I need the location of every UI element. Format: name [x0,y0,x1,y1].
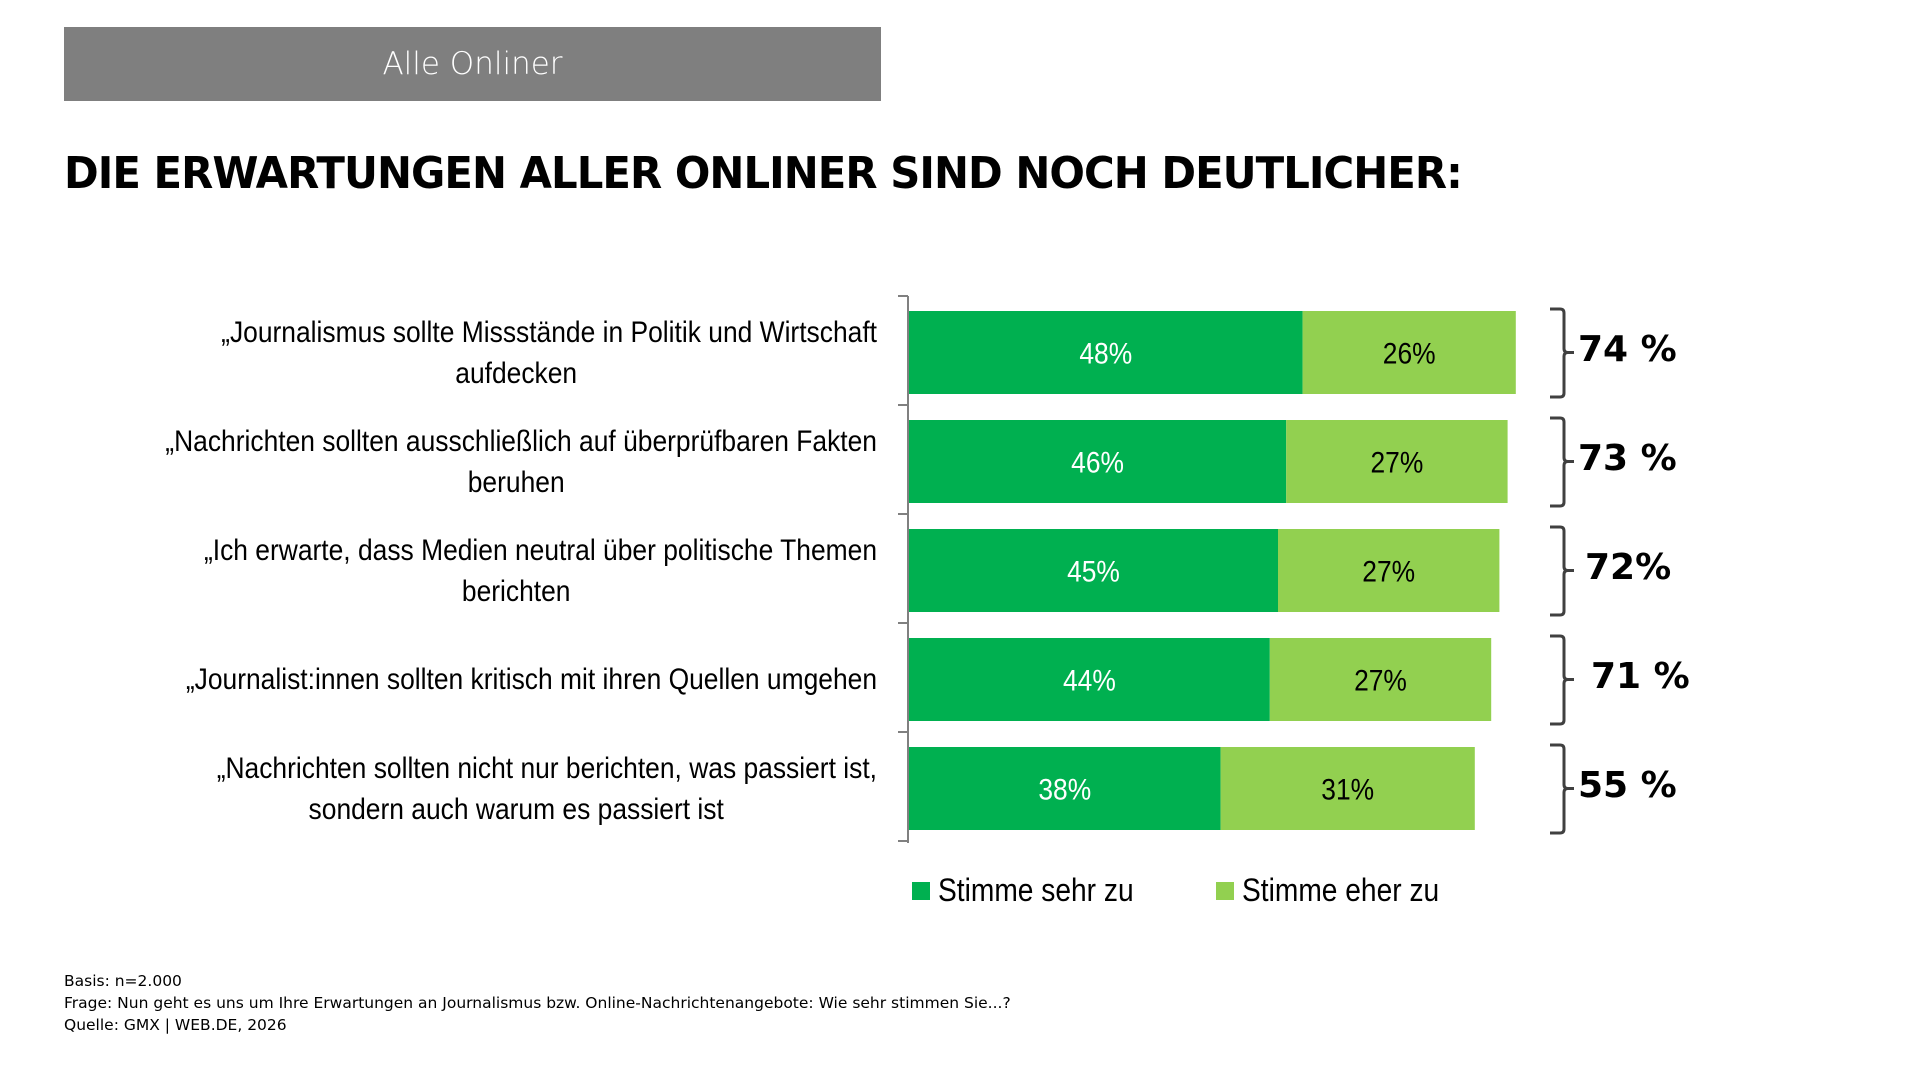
footnote-frage: Frage: Nun geht es uns um Ihre Erwartung… [64,994,1011,1012]
bar-stimme-eher-zu [1302,311,1516,394]
bar-stimme-eher-zu [1220,747,1475,830]
legend-swatch-stimme-sehr-zu [912,881,930,900]
bar-stimme-eher-zu [1278,529,1500,612]
data-label: 31% [1321,772,1374,806]
bar-stimme-sehr-zu [909,311,1303,394]
bar-stimme-eher-zu [1269,638,1492,721]
category-label: „Journalismus sollte Missstände in Polit… [155,312,877,394]
total-label: 73 % [1578,437,1677,479]
category-label-line: „Journalist:innen sollten kritisch mit i… [185,663,878,696]
bracket-icon [1550,525,1574,617]
segment-banner: Alle Onliner [64,27,881,101]
footnote-basis: Basis: n=2.000 [64,972,182,990]
category-label-line: „Ich erwarte, dass Medien neutral über p… [203,533,878,567]
legend: Stimme sehr zu Stimme eher zu [912,872,1522,909]
data-label: 26% [1383,336,1436,370]
total-label: 71 % [1591,655,1690,697]
total-label: 74 % [1578,328,1677,370]
page-title: DIE ERWARTUNGEN ALLER ONLINER SIND NOCH … [64,148,1463,199]
legend-item-stimme-sehr-zu: Stimme sehr zu [912,872,1160,909]
data-label: 46% [1071,445,1124,479]
data-label: 27% [1362,554,1415,588]
bar-stimme-sehr-zu [909,529,1278,612]
category-label-line: aufdecken [455,356,578,390]
bracket-icon [1550,743,1574,835]
data-label: 48% [1079,336,1132,370]
data-label: 45% [1067,554,1120,588]
bar-stimme-sehr-zu [909,420,1287,503]
category-label-line: sondern auch warum es passiert ist [308,792,724,826]
category-label-line: „Nachrichten sollten ausschließlich auf … [165,424,878,458]
category-label-line: berichten [461,574,571,608]
category-label-line: beruhen [467,465,565,499]
legend-swatch-stimme-eher-zu [1216,881,1235,900]
bracket-icon [1550,307,1574,399]
bar-stimme-eher-zu [1286,420,1508,503]
data-label: 38% [1038,772,1091,806]
data-label: 44% [1063,663,1116,697]
bracket-icon [1550,416,1574,508]
category-label: „Journalist:innen sollten kritisch mit i… [155,659,877,700]
bracket-icon [1550,634,1574,726]
bar-stimme-sehr-zu [909,747,1221,830]
category-label-line: „Journalismus sollte Missstände in Polit… [221,315,877,349]
data-label: 27% [1354,663,1407,697]
category-label: „Nachrichten sollten ausschließlich auf … [155,421,877,503]
data-label: 27% [1370,445,1423,479]
category-label: „Ich erwarte, dass Medien neutral über p… [155,530,877,612]
footnote-quelle: Quelle: GMX | WEB.DE, 2026 [64,1016,287,1034]
category-label: „Nachrichten sollten nicht nur berichten… [155,748,877,830]
legend-label-stimme-sehr-zu: Stimme sehr zu [938,872,1134,908]
total-label: 72% [1585,546,1672,588]
footnotes: Basis: n=2.000 Frage: Nun geht es uns um… [64,970,1011,1036]
category-label-line: „Nachrichten sollten nicht nur berichten… [216,751,878,785]
legend-item-stimme-eher-zu: Stimme eher zu [1216,872,1466,909]
bar-stimme-sehr-zu [909,638,1270,721]
banner-label: Alle Onliner [382,46,563,82]
total-label: 55 % [1578,764,1677,806]
legend-label-stimme-eher-zu: Stimme eher zu [1242,872,1440,908]
